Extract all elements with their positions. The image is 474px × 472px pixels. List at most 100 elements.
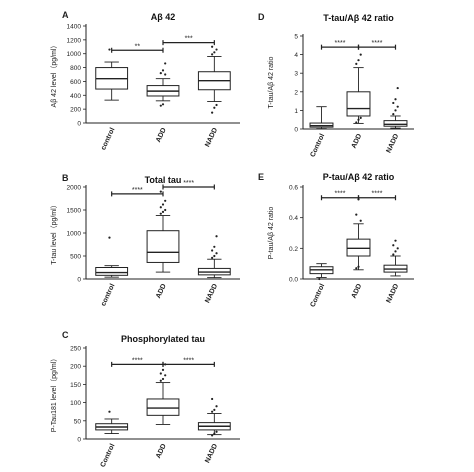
significance-label: **** [132, 357, 143, 364]
outlier-point [215, 103, 218, 107]
y-tick-label: 50 [74, 418, 82, 425]
y-tick-label: 1 [294, 108, 298, 115]
y-axis-label: T-tau/Aβ 42 ratio [268, 56, 275, 108]
x-category-label: control [100, 283, 116, 308]
outlier-point [211, 410, 214, 413]
outlier-point [211, 249, 214, 252]
x-category-label: NADD [385, 283, 400, 304]
box [383, 120, 408, 127]
y-tick-label: 150 [70, 382, 81, 389]
outlier-point [159, 104, 162, 107]
y-tick-label: 1200 [67, 37, 82, 44]
significance-label: **** [335, 40, 346, 47]
panel-letter: E [258, 172, 264, 182]
y-tick-label: 0.2 [289, 246, 298, 253]
x-category-label: ADD [351, 283, 364, 300]
outlier-point [396, 86, 399, 90]
outlier-point [392, 253, 395, 256]
x-category-label: ADD [155, 127, 168, 144]
box [146, 398, 180, 416]
outlier-point [213, 408, 216, 411]
outlier-point [355, 267, 358, 270]
y-axis-label: Aβ 42 level（pg/ml） [50, 42, 58, 108]
panel-letter: D [258, 12, 265, 22]
outlier-point [394, 239, 397, 242]
y-tick-label: 1500 [67, 208, 82, 215]
outlier-point [215, 235, 218, 238]
y-tick-label: 200 [70, 364, 81, 371]
outlier-point [215, 252, 218, 255]
significance-label: ** [135, 43, 141, 50]
x-category-label: ADD [155, 443, 168, 460]
significance-label: **** [372, 40, 383, 47]
outlier-point [159, 190, 162, 193]
outlier-point [108, 236, 111, 239]
outlier-point [396, 105, 399, 108]
outlier-point [159, 72, 162, 75]
outlier-point [215, 430, 218, 433]
outlier-point [359, 116, 362, 119]
y-axis-label: P-Tau181 level（pg/ml） [50, 355, 58, 432]
outlier-point [108, 48, 111, 51]
panel-d: D T-tau/Aβ 42 ratio 0 1 2 3 4 5 T-tau/Aβ 42 rati… [258, 12, 414, 158]
y-tick-label: 500 [70, 254, 81, 261]
panel-letter: A [62, 10, 69, 20]
outlier-point [161, 210, 165, 213]
outlier-point [164, 374, 167, 377]
outlier-point [318, 277, 321, 281]
outlier-point [392, 101, 395, 105]
outlier-point [359, 53, 362, 56]
outlier-point [394, 98, 397, 101]
chart-title: P-tau/Aβ 42 ratio [323, 172, 395, 182]
y-tick-label: 1000 [67, 231, 82, 238]
outlier-point [355, 121, 358, 124]
outlier-point [357, 59, 360, 62]
y-tick-label: 1000 [67, 51, 82, 58]
significance-label: **** [372, 191, 383, 198]
box [346, 91, 371, 117]
panel-e: E P-tau/Aβ 42 ratio 0.0 0.2 0.4 0.6 P-tau/Aβ 4… [258, 172, 414, 308]
x-category-label: ADD [155, 283, 168, 300]
outlier-point [396, 247, 399, 250]
outlier-point [211, 111, 214, 114]
outlier-point [159, 379, 162, 382]
outlier-point [355, 62, 358, 65]
outlier-point [215, 405, 218, 408]
outlier-point [215, 48, 218, 51]
significance-label: **** [183, 357, 194, 364]
y-tick-label: 0.4 [289, 215, 298, 222]
y-axis-label: T-tau level（pg/ml） [50, 201, 58, 264]
outlier-point [211, 397, 214, 401]
significance-label: **** [132, 187, 143, 194]
box [146, 230, 180, 263]
x-category-label: NADD [385, 133, 400, 154]
outlier-point [213, 254, 216, 258]
x-category-label: control [100, 127, 116, 152]
y-tick-label: 800 [70, 65, 81, 72]
outlier-point [213, 245, 216, 248]
box [346, 238, 371, 257]
outlier-point [357, 265, 360, 268]
y-tick-label: 2 [294, 89, 298, 96]
y-tick-label: 0 [77, 277, 81, 284]
y-tick-label: 4 [294, 52, 298, 59]
outlier-point [392, 113, 395, 116]
x-category-label: NADD [204, 283, 219, 304]
outlier-point [161, 69, 165, 72]
panel-a: A Aβ 42 0 200 400 600 800 1000 1200 1400 Aβ 42 lev… [50, 10, 240, 151]
y-tick-label: 0 [77, 437, 81, 444]
x-category-label: NADD [204, 443, 219, 464]
y-tick-label: 0.0 [289, 277, 298, 284]
y-tick-label: 0 [294, 127, 298, 134]
outlier-point [213, 432, 216, 435]
outlier-point [159, 372, 162, 375]
outlier-point [357, 118, 360, 121]
x-category-label: Control [100, 443, 117, 469]
outlier-point [159, 206, 162, 209]
y-tick-label: 200 [70, 107, 81, 114]
panel-b: B Total tau 0 500 1000 1500 2000 T-tau level（pg… [50, 173, 240, 307]
x-category-label: Control [309, 283, 326, 309]
y-tick-label: 0.6 [289, 185, 298, 192]
outlier-point [211, 53, 214, 56]
